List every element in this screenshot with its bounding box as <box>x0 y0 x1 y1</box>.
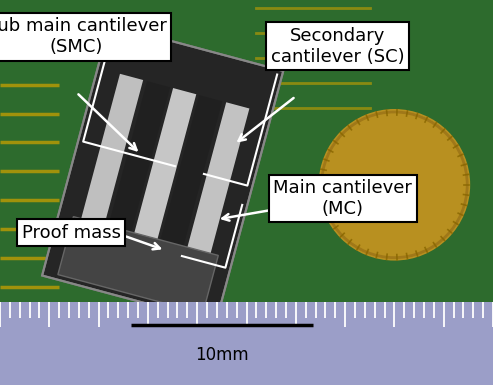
Circle shape <box>319 110 469 260</box>
Polygon shape <box>78 74 143 234</box>
Text: Main cantilever
(MC): Main cantilever (MC) <box>273 179 412 218</box>
Text: Proof mass: Proof mass <box>22 224 121 242</box>
Polygon shape <box>106 81 170 242</box>
Bar <box>0 302 493 385</box>
Polygon shape <box>158 95 222 256</box>
Polygon shape <box>42 24 283 322</box>
Polygon shape <box>58 217 218 313</box>
Text: Sub main cantilever
(SMC): Sub main cantilever (SMC) <box>0 17 167 56</box>
Polygon shape <box>185 102 249 263</box>
Text: Secondary
cantilever (SC): Secondary cantilever (SC) <box>271 27 405 66</box>
Text: 10mm: 10mm <box>195 346 248 364</box>
Polygon shape <box>132 88 196 249</box>
